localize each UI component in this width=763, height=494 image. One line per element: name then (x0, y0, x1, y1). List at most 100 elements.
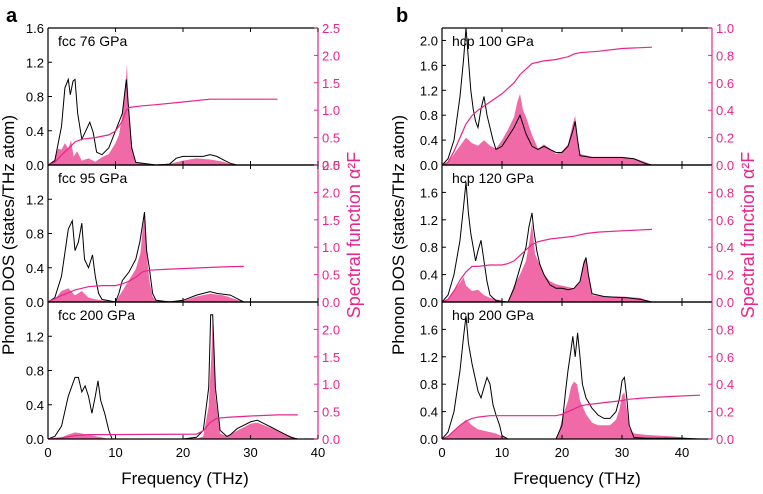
y2-tick-label: 0.2 (716, 131, 734, 146)
y-tick-label: 0.0 (26, 158, 44, 173)
y-tick-label: 0.0 (26, 432, 44, 447)
y2-tick-label: 2.5 (322, 158, 340, 173)
alpha2f-fill-series (48, 63, 237, 165)
y-tick-label: 0.0 (420, 295, 438, 310)
panel-label: fcc 95 GPa (58, 170, 127, 186)
panel-a3: 0 10 20 30 400.00.40.81.20.00.51.01.52.0fcc … (26, 301, 340, 460)
y-tick-label: 0.4 (420, 405, 438, 420)
phonon-dos-line (48, 314, 298, 439)
y2-tick-label: 0.4 (716, 240, 734, 255)
lambda-cumulative-line (48, 98, 278, 165)
plot-area (442, 28, 653, 165)
left-y2-axis-label: Spectral function α²F (344, 152, 364, 318)
panel-a1: 0.0 0.4 0.8 1.2 1.6 0.0 0.5 1.0 1.5 2.0 2.5 fcc 76 … (26, 21, 340, 173)
y-tick-label: 0.8 (420, 377, 438, 392)
y-tick-label: 0.8 (420, 240, 438, 255)
plot-area (442, 315, 701, 439)
x-tick-label: 30 (615, 445, 629, 460)
y2-tick-label: 0.2 (716, 268, 734, 283)
alpha2f-fill-series (48, 214, 244, 302)
panel-a2: 0.0 0.4 0.8 1.2 0.0 0.5 1.0 1.5 2.0 2.5 fcc 95 GPa (26, 158, 340, 310)
panel-letter-a: a (6, 5, 18, 27)
panel-label: hcp 120 GPa (452, 170, 534, 186)
plot-area (48, 212, 245, 302)
y2-tick-label: 1.0 (322, 103, 340, 118)
x-tick-label: 30 (243, 445, 257, 460)
y-tick-label: 1.2 (26, 329, 44, 344)
y-tick-label: 0.4 (420, 268, 438, 283)
x-tick-label: 0 (44, 445, 51, 460)
y2-tick-label: 0.8 (716, 48, 734, 63)
phonon-dos-line (442, 28, 653, 165)
lambda-cumulative-line (442, 394, 701, 439)
y2-tick-label: 1.5 (322, 213, 340, 228)
phonon-dos-line (442, 182, 653, 302)
y2-tick-label: 0.0 (716, 432, 734, 447)
y2-tick-label: 0.4 (716, 103, 734, 118)
y2-tick-label: 1.0 (322, 240, 340, 255)
y2-tick-label: 0.5 (322, 268, 340, 283)
y2-tick-label: 0.0 (716, 295, 734, 310)
y-tick-label: 0.8 (26, 227, 44, 242)
x-tick-label: 20 (176, 445, 190, 460)
phonon-dos-line (48, 77, 238, 165)
y2-tick-label: 2.0 (322, 48, 340, 63)
y2-tick-label: 0.0 (322, 432, 340, 447)
y2-tick-label: 0.8 (716, 185, 734, 200)
lambda-cumulative-line (442, 228, 653, 302)
panel-label: hcp 100 GPa (452, 33, 534, 49)
alpha2f-fill-series (48, 315, 298, 439)
plot-area (48, 63, 278, 165)
y-tick-label: 0.8 (26, 364, 44, 379)
x-tick-label: 40 (675, 445, 689, 460)
y2-tick-label: 1.5 (322, 76, 340, 91)
y2-tick-label: 0.5 (322, 405, 340, 420)
plot-area (442, 182, 653, 302)
y-tick-label: 1.2 (420, 213, 438, 228)
y-tick-label: 1.2 (420, 83, 438, 98)
panels-group: 0.0 0.4 0.8 1.2 1.6 0.0 0.5 1.0 1.5 2.0 2.5 fcc 76 … (26, 21, 734, 460)
right-y-axis-label: Phonon DOS (states/THz atom) (389, 115, 408, 355)
lambda-cumulative-line (48, 414, 298, 439)
y-tick-label: 0.4 (26, 124, 44, 139)
y2-tick-label: 0.0 (322, 295, 340, 310)
left-y-axis-label: Phonon DOS (states/THz atom) (0, 115, 18, 355)
left-x-axis-label: Frequency (THz) (121, 469, 249, 488)
right-x-axis-label: Frequency (THz) (513, 469, 641, 488)
y2-tick-label: 0.6 (716, 213, 734, 228)
y-tick-label: 0.4 (420, 133, 438, 148)
y-tick-label: 1.6 (420, 185, 438, 200)
y-tick-label: 1.6 (26, 21, 44, 36)
x-tick-label: 10 (108, 445, 122, 460)
y-tick-label: 0.8 (26, 90, 44, 105)
x-tick-label: 20 (555, 445, 569, 460)
y-tick-label: 0.0 (420, 432, 438, 447)
y-tick-label: 1.2 (26, 55, 44, 70)
y2-tick-label: 0.8 (716, 322, 734, 337)
panel-label: hcp 200 GPa (452, 307, 534, 323)
y-tick-label: 1.2 (420, 350, 438, 365)
y-tick-label: 1.6 (420, 322, 438, 337)
panel-label: fcc 76 GPa (58, 33, 127, 49)
y2-tick-label: 0.6 (716, 76, 734, 91)
panel-b2: 0.0 0.4 0.8 1.2 1.6 0.0 0.2 0.4 0.6 0.8 hcp 120 GP… (420, 164, 734, 310)
panel-letter-b: b (396, 5, 408, 27)
y2-tick-label: 2.5 (322, 21, 340, 36)
y2-tick-label: 0.0 (716, 158, 734, 173)
x-tick-label: 0 (438, 445, 445, 460)
y2-tick-label: 1.5 (322, 350, 340, 365)
y2-tick-label: 0.2 (716, 405, 734, 420)
y-tick-label: 2.0 (420, 33, 438, 48)
lambda-cumulative-line (442, 46, 653, 165)
y-tick-label: 0.8 (420, 108, 438, 123)
y-tick-label: 0.0 (26, 295, 44, 310)
y2-tick-label: 1.0 (322, 377, 340, 392)
right-y2-axis-label: Spectral function α²F (738, 152, 758, 318)
panel-b1: 0.0 0.4 0.8 1.2 1.6 2.0 0.0 0.2 0.4 0.6 0.8 1.0 hcp … (420, 21, 734, 173)
y2-tick-label: 2.0 (322, 322, 340, 337)
y-tick-label: 0.4 (26, 261, 44, 276)
x-tick-label: 40 (311, 445, 325, 460)
plot-area (48, 314, 298, 439)
panel-label: fcc 200 GPa (58, 307, 135, 323)
